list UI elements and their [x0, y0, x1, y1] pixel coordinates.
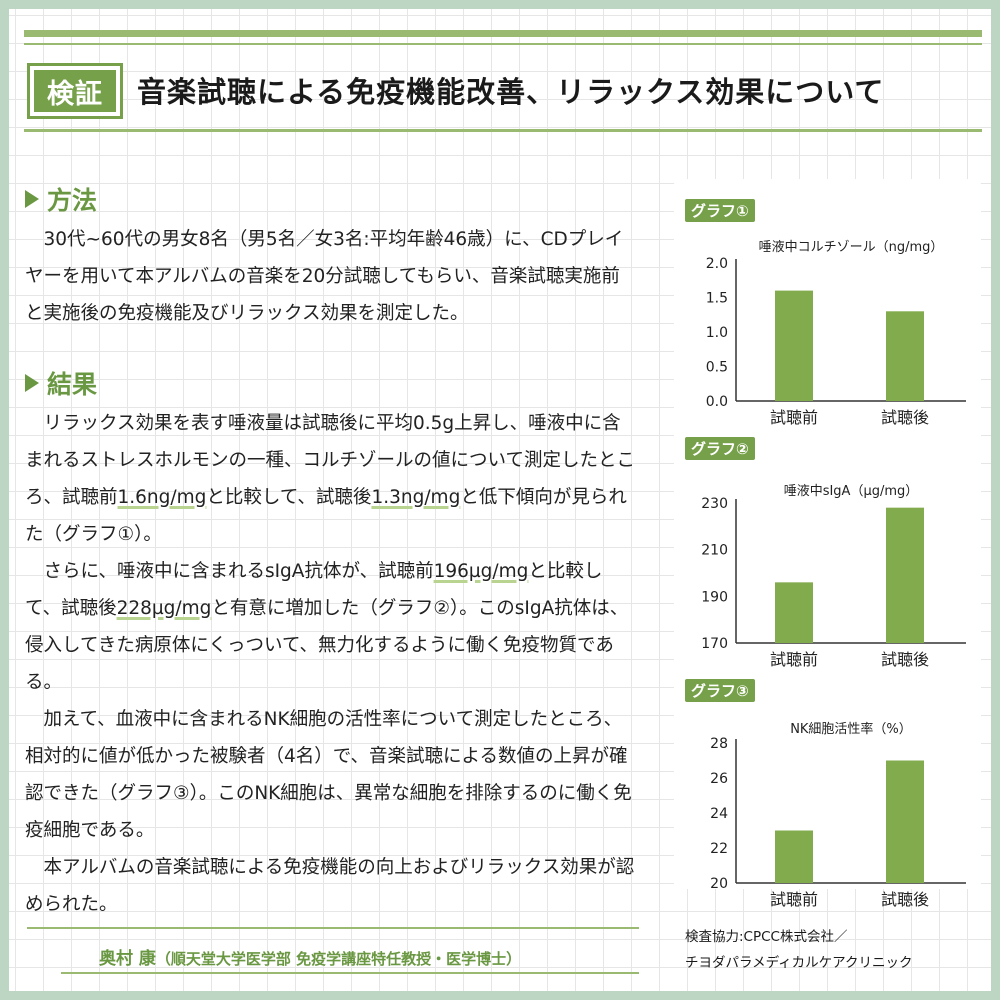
bar-after [886, 311, 924, 401]
results-heading-label: 結果 [47, 370, 98, 399]
results-paragraph-2: さらに、唾液中に含まれるsIgA抗体が、試聴前196µg/mgと比較して、試聴後… [25, 553, 637, 701]
value-highlight: 1.3ng/mg [371, 487, 461, 508]
x-category-label: 試聴後 [881, 890, 929, 909]
y-tick-label: 190 [701, 589, 728, 605]
x-category-label: 試聴前 [770, 890, 818, 909]
credit-line-2: チヨダパラメディカルケアクリニック [685, 955, 913, 971]
siga-chart: 唾液中sIgA（µg/mg） 230 210 190 170 試聴前 試聴後 [701, 484, 966, 669]
y-tick-label: 210 [701, 543, 728, 559]
graph-3-tag: グラフ③ [685, 679, 755, 702]
results-paragraph-4: 本アルバムの音楽試聴による免疫機能の向上およびリラックス効果が認められた。 [25, 857, 635, 915]
method-heading: 方法 [25, 181, 97, 217]
top-rule-thin [24, 43, 982, 45]
test-cooperation-credit: 検査協力:CPCC株式会社／ チヨダパラメディカルケアクリニック [685, 924, 912, 976]
bar-before [775, 582, 813, 643]
y-tick-label: 0.5 [706, 360, 728, 376]
results-paragraph-1: リラックス効果を表す唾液量は試聴後に平均0.5g上昇し、唾液中に含まれるストレス… [25, 405, 637, 553]
graph-2-tag: グラフ② [685, 437, 755, 460]
y-tick-label: 1.5 [706, 291, 728, 307]
y-tick-label: 22 [710, 841, 728, 857]
text-run: と比較して、試聴後 [25, 561, 603, 619]
y-tick-label: 1.0 [706, 325, 728, 341]
y-tick-label: 26 [710, 771, 728, 787]
x-category-label: 試聴後 [881, 650, 929, 669]
triangle-icon [25, 190, 39, 208]
results-paragraphs: リラックス効果を表す唾液量は試聴後に平均0.5g上昇し、唾液中に含まれるストレス… [25, 405, 637, 923]
triangle-icon [25, 374, 39, 392]
results-paragraph-3: 加えて、血液中に含まれるNK細胞の活性率について測定したところ、相対的に値が低か… [25, 709, 632, 841]
author-rule-bottom [61, 972, 639, 974]
bar-before [775, 290, 813, 401]
bar-before [775, 830, 813, 883]
results-heading: 結果 [25, 365, 97, 401]
method-heading-label: 方法 [47, 186, 98, 215]
chart-title: 唾液中sIgA（µg/mg） [784, 484, 919, 499]
credit-line-1: 検査協力:CPCC株式会社／ [685, 929, 848, 945]
method-paragraph: 30代~60代の男女8名（男5名／女3名:平均年齢46歳）に、CDプレイヤーを用… [25, 221, 637, 332]
y-tick-label: 24 [710, 806, 728, 822]
y-tick-label: 28 [710, 736, 728, 752]
value-highlight: 196µg/mg [433, 561, 529, 582]
author-credit: 奥村 康（順天堂大学医学部 免疫学講座特任教授・医学博士） [99, 944, 521, 969]
method-text: 30代~60代の男女8名（男5名／女3名:平均年齢46歳）に、CDプレイヤーを用… [25, 229, 624, 324]
text-run: と比較して、試聴後 [206, 487, 372, 508]
graph-1-tag: グラフ① [685, 199, 755, 222]
y-tick-label: 0.0 [706, 394, 728, 410]
text-run: さらに、唾液中に含まれるsIgA抗体が、試聴前 [43, 561, 434, 582]
value-highlight: 228µg/mg [116, 598, 212, 619]
x-category-label: 試聴前 [770, 408, 818, 427]
chart-title: NK細胞活性率（%） [790, 721, 912, 737]
text-run: と有意に増加した（グラフ②）。このsIgA抗体は、侵入してきた病原体にくっついて… [25, 598, 629, 693]
chart-title: 唾液中コルチゾール（ng/mg） [759, 240, 944, 255]
bar-after [886, 760, 924, 883]
y-tick-label: 170 [701, 636, 728, 652]
text-run: と低下傾向が見られた（グラフ①）。 [25, 487, 627, 545]
bar-after [886, 507, 924, 643]
badge-label: 検証 [34, 70, 116, 112]
verification-badge: 検証 [27, 63, 123, 119]
x-category-label: 試聴後 [881, 408, 929, 427]
x-category-label: 試聴前 [770, 650, 818, 669]
y-tick-label: 230 [701, 496, 728, 512]
text-run: リラックス効果を表す唾液量は試聴後に平均0.5g上昇し、唾液中に含まれるストレス… [25, 413, 635, 508]
title-rule [24, 129, 982, 132]
y-tick-label: 2.0 [706, 256, 728, 272]
top-rule [24, 30, 982, 37]
y-tick-label: 20 [710, 876, 728, 892]
page: 検証 音楽試聴による免疫機能改善、リラックス効果について 方法 30代~60代の… [9, 9, 991, 991]
cortisol-chart: 唾液中コルチゾール（ng/mg） 2.0 1.5 1.0 0.5 0.0 試聴前 試聴後 [706, 240, 966, 427]
author-affiliation: （順天堂大学医学部 免疫学講座特任教授・医学博士） [155, 950, 522, 968]
nk-activity-chart: NK細胞活性率（%） 28 26 24 22 20 試聴前 試聴後 [710, 721, 966, 909]
chart-panel [674, 179, 981, 889]
author-rule-top [27, 927, 639, 929]
author-name: 奥村 康 [99, 949, 156, 969]
page-title: 音楽試聴による免疫機能改善、リラックス効果について [137, 75, 885, 109]
value-highlight: 1.6ng/mg [117, 487, 207, 508]
